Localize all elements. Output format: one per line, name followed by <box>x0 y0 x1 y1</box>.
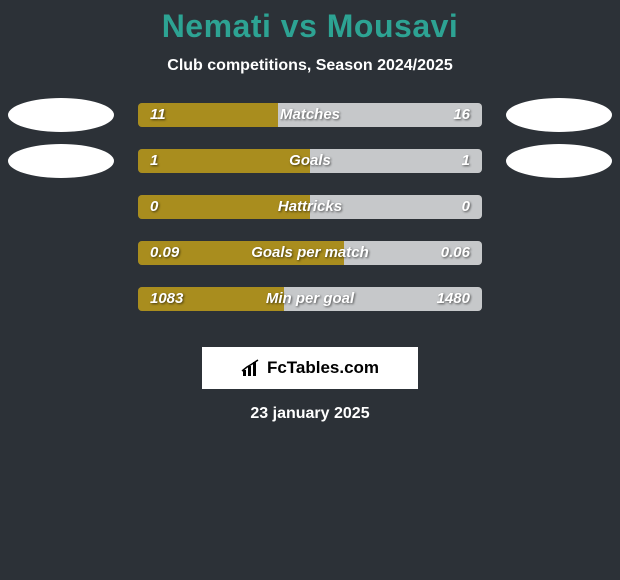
player-badge-right <box>506 144 612 178</box>
stat-label: Goals <box>138 149 482 173</box>
stat-row: 0.090.06Goals per match <box>0 241 620 287</box>
player-badge-right <box>506 98 612 132</box>
logo-text: FcTables.com <box>267 358 379 378</box>
player-badge-left <box>8 98 114 132</box>
date-label: 23 january 2025 <box>0 405 620 423</box>
subtitle: Club competitions, Season 2024/2025 <box>0 57 620 75</box>
logo-box[interactable]: FcTables.com <box>202 347 418 389</box>
stat-label: Min per goal <box>138 287 482 311</box>
stat-row: 00Hattricks <box>0 195 620 241</box>
stat-row: 11Goals <box>0 149 620 195</box>
stat-row: 10831480Min per goal <box>0 287 620 333</box>
stat-label: Matches <box>138 103 482 127</box>
stats-area: 1116Matches11Goals00Hattricks0.090.06Goa… <box>0 103 620 333</box>
page-title: Nemati vs Mousavi <box>0 8 620 45</box>
bars-icon <box>241 359 263 377</box>
stat-label: Goals per match <box>138 241 482 265</box>
stat-label: Hattricks <box>138 195 482 219</box>
stat-row: 1116Matches <box>0 103 620 149</box>
player-badge-left <box>8 144 114 178</box>
